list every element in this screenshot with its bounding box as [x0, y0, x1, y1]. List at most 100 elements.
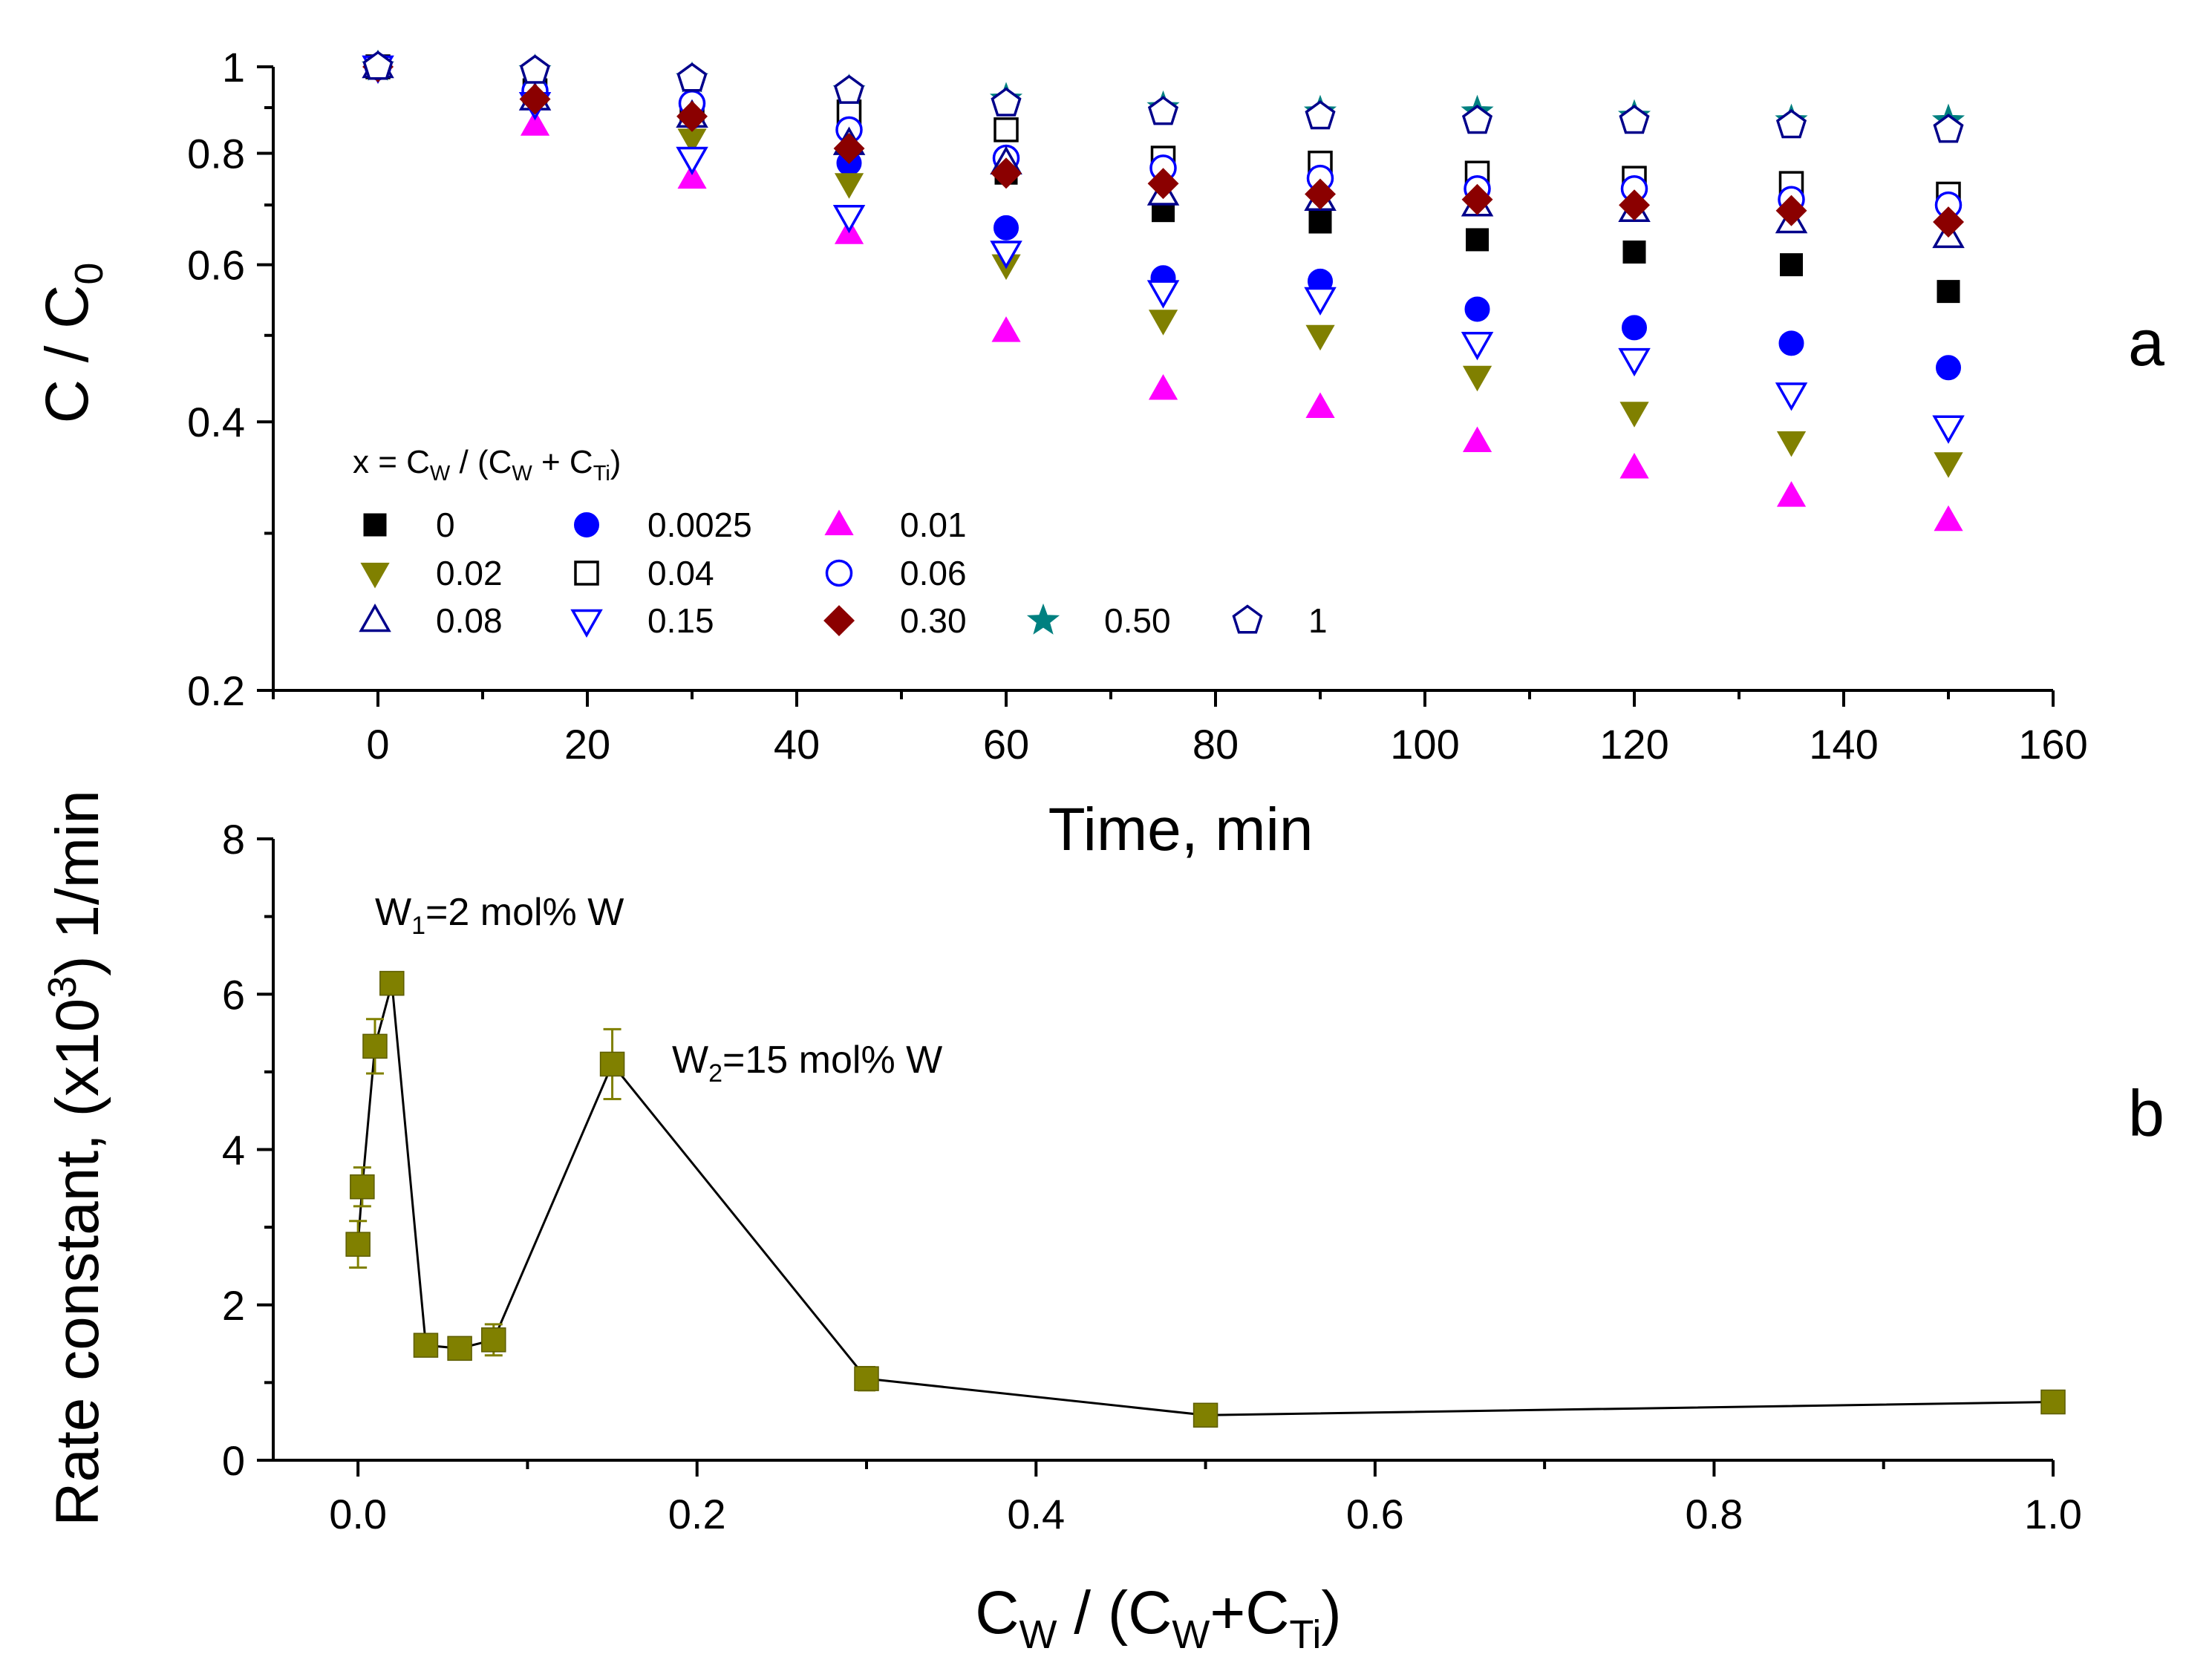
data-point — [1464, 296, 1490, 322]
legend: x = CW / (CW + CTi) 0 0.0025 0.01 0.02 0.04 0… — [353, 444, 1328, 640]
legend-entry-0.04: 0.04 — [574, 554, 714, 592]
data-point — [1304, 287, 1337, 316]
panel-b-y-tick-label: 2 — [222, 1282, 245, 1329]
legend-label: 0.02 — [436, 554, 503, 592]
legend-label: 0.50 — [1104, 601, 1171, 640]
panel-a-y-tick-label: 0.6 — [187, 242, 245, 289]
data-point — [676, 100, 708, 132]
data-point — [991, 157, 1022, 189]
data-point — [833, 132, 865, 164]
data-point — [350, 1174, 375, 1200]
data-point — [1308, 210, 1332, 234]
data-point — [1466, 228, 1489, 252]
panel-b-y-tick-label: 4 — [222, 1127, 245, 1174]
panel-a: 0 20 40 60 80 100 120 140 160 0.20.40.60.81 Time… — [33, 44, 2164, 863]
panel-a-x-tick-label: 60 — [983, 721, 1029, 768]
panel-a-x-tick-label: 100 — [1390, 721, 1459, 768]
panel-b-markers — [345, 970, 2066, 1428]
data-point — [991, 316, 1021, 342]
data-point — [481, 1327, 506, 1353]
data-point — [1933, 206, 1965, 238]
data-point — [1305, 392, 1335, 418]
panel-a-x-tick-label: 40 — [774, 721, 820, 768]
data-point — [1934, 452, 1963, 478]
legend-label: 0.04 — [647, 554, 714, 592]
data-point — [1619, 105, 1650, 134]
panel-a-x-tick-label: 20 — [564, 721, 610, 768]
data-point — [676, 146, 708, 176]
panel-a-y-axis-label-main: C / C — [33, 285, 101, 424]
data-point — [413, 1333, 439, 1358]
data-point — [1193, 1402, 1218, 1428]
data-point-group — [447, 1336, 472, 1361]
legend-entry-0.02: 0.02 — [360, 554, 503, 592]
data-point — [832, 205, 866, 234]
data-point-group — [362, 1018, 388, 1075]
data-point — [520, 110, 550, 136]
data-point — [1780, 253, 1803, 277]
legend-entry-0.15: 0.15 — [570, 601, 714, 640]
panel-b-x-tick-label: 0.8 — [1685, 1491, 1743, 1537]
legend-entry-0.50: 0.50 — [1026, 601, 1171, 640]
legend-marker — [825, 559, 853, 587]
legend-marker — [1026, 603, 1060, 635]
panel-a-x-tick-label: 160 — [2018, 721, 2087, 768]
panel-b-label: b — [2128, 1076, 2164, 1150]
data-point-group — [345, 1220, 371, 1269]
legend-marker — [574, 512, 599, 537]
panel-b-y-tick-label: 0 — [222, 1437, 245, 1484]
data-point — [1622, 240, 1646, 264]
data-point — [994, 117, 1019, 143]
legend-marker — [360, 563, 390, 589]
legend-entry-0: 0 — [363, 506, 455, 544]
legend-marker — [359, 603, 391, 632]
legend-entry-1: 1 — [1232, 601, 1328, 640]
data-point — [519, 83, 551, 115]
legend-label: 0.15 — [647, 601, 714, 640]
data-point — [676, 62, 708, 92]
panel-b-y-tick-label: 6 — [222, 971, 245, 1018]
legend-label: 0 — [436, 506, 455, 544]
panel-a-y-tick-label: 0.8 — [187, 130, 245, 177]
panel-a-y-axis-label: C / C0 — [33, 263, 111, 424]
data-point — [990, 241, 1022, 269]
legend-label: 1 — [1308, 601, 1328, 640]
data-point-group — [1193, 1402, 1218, 1428]
data-point — [1461, 332, 1494, 361]
data-point — [362, 50, 394, 80]
data-point — [994, 215, 1019, 241]
annotation-w1: W1=2 mol% W — [375, 891, 624, 940]
panel-b-x-tick-label: 0.4 — [1007, 1491, 1065, 1537]
data-point — [1776, 481, 1807, 507]
legend-entry-0.0025: 0.0025 — [574, 506, 752, 544]
legend-entry-0.06: 0.06 — [825, 554, 967, 592]
data-point — [1778, 330, 1804, 356]
data-point — [1305, 324, 1335, 351]
data-point — [991, 87, 1022, 117]
data-point-group — [481, 1323, 506, 1357]
data-point-group — [413, 1333, 439, 1358]
data-point-group — [2040, 1389, 2066, 1415]
panel-b-x-tick-label: 0.0 — [329, 1491, 387, 1537]
data-point — [854, 1366, 879, 1391]
legend-marker — [574, 560, 599, 586]
panel-a-x-tick-label: 120 — [1599, 721, 1668, 768]
data-point — [833, 74, 865, 104]
panel-b-x-axis-label: CW / (CW+CTi) — [975, 1579, 1341, 1657]
data-point — [1148, 373, 1178, 400]
data-point — [1148, 310, 1178, 336]
data-point — [1937, 280, 1960, 304]
data-point — [1936, 355, 1961, 381]
data-point — [1775, 194, 1807, 226]
data-point — [2040, 1389, 2066, 1415]
legend-label: 0.01 — [900, 506, 967, 544]
annotation-w2: W2=15 mol% W — [672, 1039, 942, 1088]
data-point — [1146, 280, 1180, 309]
legend-title: x = CW / (CW + CTi) — [353, 444, 621, 486]
data-point — [1462, 426, 1492, 452]
panel-a-x-tick-label: 80 — [1193, 721, 1239, 768]
panel-b: 0.0 0.2 0.4 0.6 0.8 1.0 0 2 4 6 8 CW / (CW+CTi) R… — [40, 790, 2164, 1657]
legend-marker — [363, 513, 387, 537]
panel-a-y-tick-label: 0.4 — [187, 399, 245, 445]
panel-a-y-ticks: 0.2 0.4 0.6 0.8 1 — [187, 44, 273, 714]
